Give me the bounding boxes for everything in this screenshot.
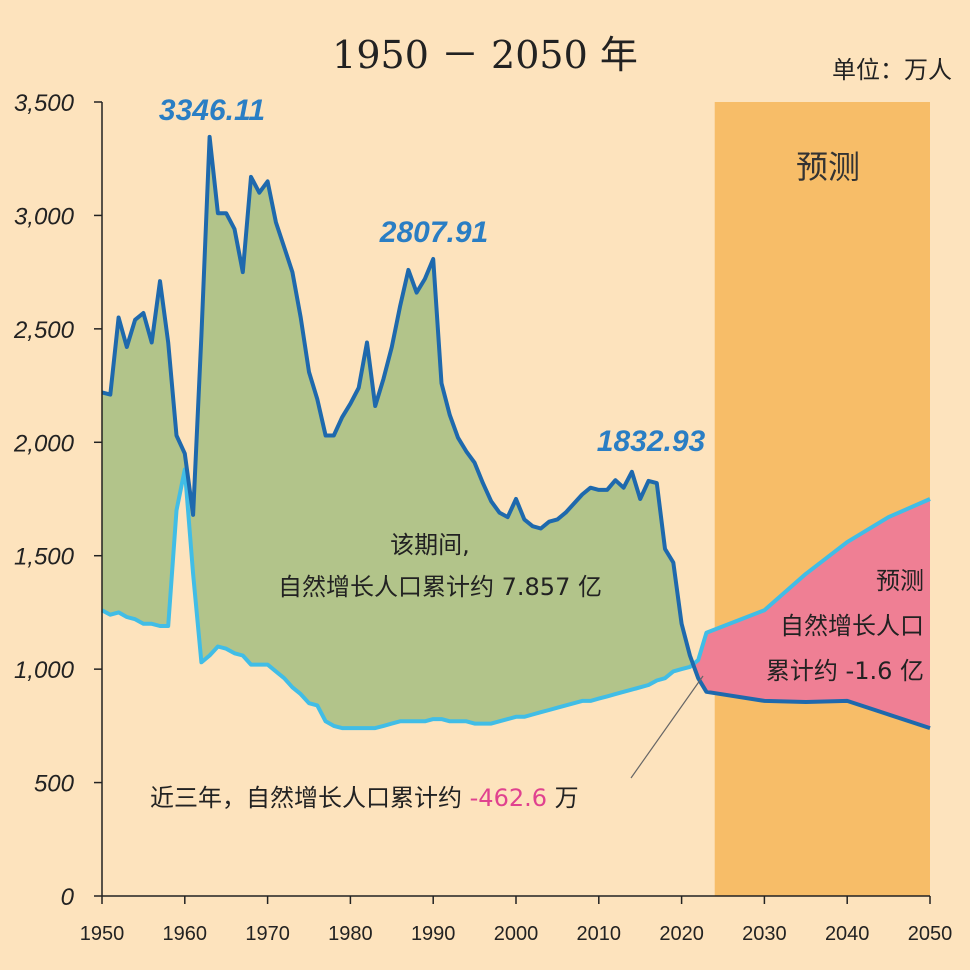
x-tick-label-2050: 2050	[908, 923, 953, 945]
x-tick-label-2030: 2030	[742, 923, 787, 945]
area-layer	[102, 136, 930, 729]
period-note-line1: 该期间,	[390, 531, 470, 559]
recent-note-prefix: 近三年，自然增长人口累计约	[150, 784, 470, 812]
tick-layer: 0 500 1,000 1,500 2,000 2,500 3,000 3,500 1950 19…	[13, 90, 952, 945]
x-tick-label-2000: 2000	[494, 923, 539, 945]
peak-label-1990: 2807.91	[379, 216, 488, 249]
x-tick-label-2020: 2020	[659, 923, 704, 945]
forecast-note-line1: 预测	[876, 567, 924, 595]
y-tick-label-3500: 3,500	[14, 90, 75, 117]
growth-area-1	[102, 136, 694, 729]
births-line	[101, 134, 931, 731]
forecast-band	[714, 102, 930, 896]
peak-label-2012: 1832.93	[597, 425, 706, 458]
x-tick-label-1950: 1950	[80, 923, 125, 945]
forecast-note-line2: 自然增长人口	[780, 612, 924, 640]
x-tick-label-1970: 1970	[245, 923, 290, 945]
line-layer	[101, 134, 931, 731]
forecast-band-label: 预测	[796, 148, 860, 186]
forecast-band-layer	[714, 102, 930, 896]
x-tick-label-1990: 1990	[411, 923, 456, 945]
y-tick-label-3000: 3,000	[14, 203, 75, 230]
forecast-note-line3: 累计约 -1.6 亿	[766, 657, 924, 685]
y-tick-label-2500: 2,500	[13, 317, 75, 344]
y-tick-label-500: 500	[34, 771, 75, 798]
x-tick-label-2010: 2010	[577, 923, 622, 945]
y-tick-label-0: 0	[61, 884, 75, 911]
recent-note-pointer	[630, 675, 704, 779]
peak-label-1963: 3346.11	[159, 94, 265, 127]
chart-title: 1950 － 2050 年	[332, 33, 638, 77]
y-tick-label-2000: 2,000	[13, 430, 75, 457]
deaths-line	[101, 467, 931, 731]
y-tick-label-1000: 1,000	[14, 657, 75, 684]
x-tick-label-1960: 1960	[163, 923, 208, 945]
x-tick-label-1980: 1980	[328, 923, 373, 945]
period-note-line2: 自然增长人口累计约 7.857 亿	[278, 573, 602, 601]
y-tick-label-1500: 1,500	[14, 544, 75, 571]
recent-note-value: -462.6	[470, 784, 547, 812]
growth-area-2	[693, 499, 930, 729]
x-tick-label-2040: 2040	[825, 923, 870, 945]
unit-label: 单位：万人	[832, 56, 952, 84]
recent-note: 近三年，自然增长人口累计约 -462.6 万	[150, 784, 579, 812]
recent-note-suffix: 万	[547, 784, 579, 812]
